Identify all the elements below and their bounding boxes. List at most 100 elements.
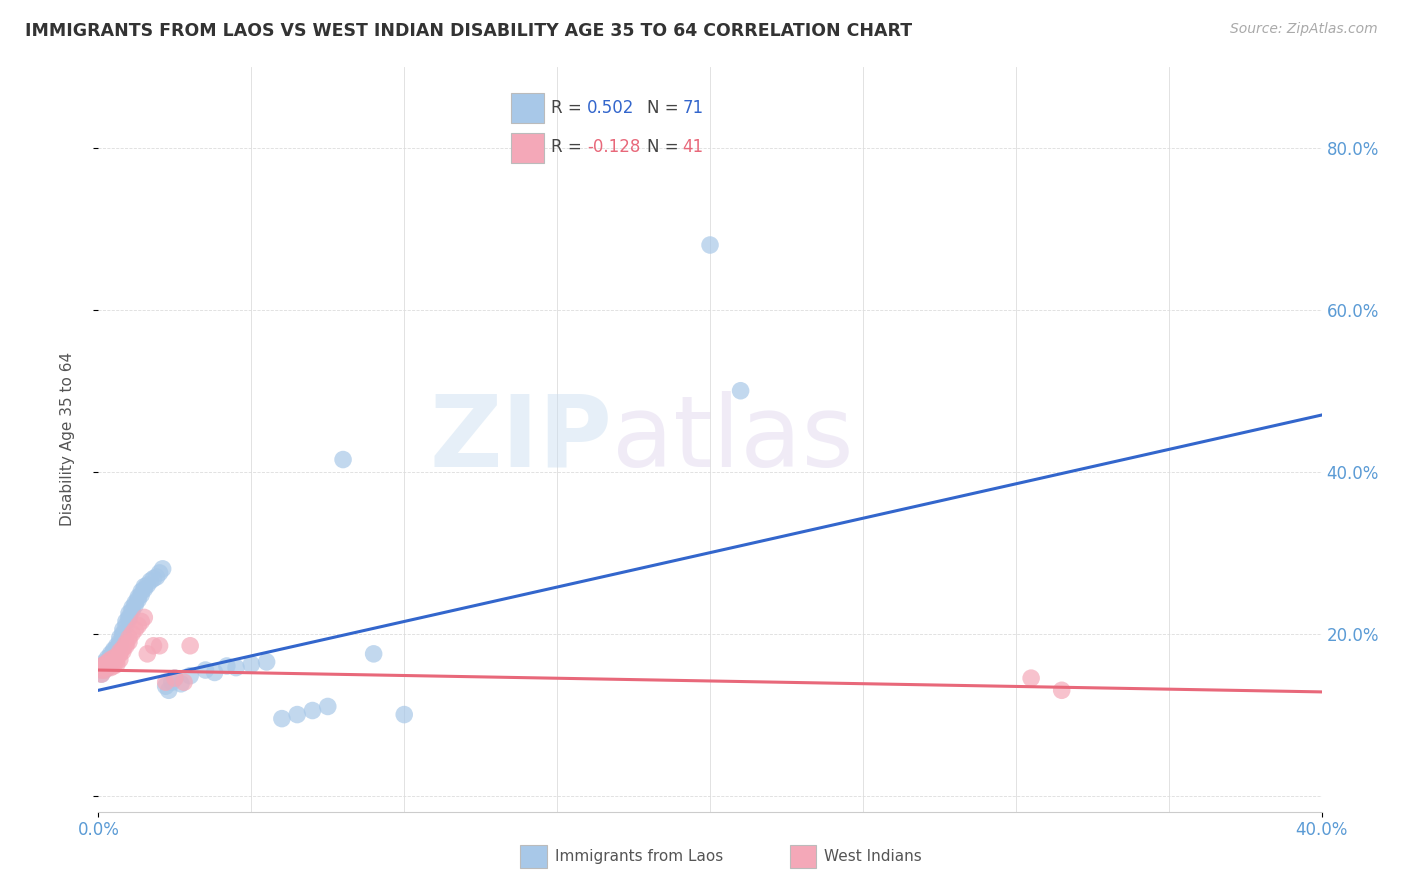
Point (121, 604, 143, 618)
Point (136, 647, 159, 661)
Point (124, 599, 146, 613)
Point (115, 615, 138, 629)
Point (111, 641, 134, 656)
Point (103, 655, 125, 669)
Point (134, 580, 156, 594)
Point (118, 607, 141, 621)
Point (699, 238, 721, 252)
Point (105, 639, 128, 653)
Point (108, 631, 131, 645)
Point (100, 649, 122, 664)
Point (97, 657, 120, 672)
Point (118, 634, 141, 648)
Point (111, 644, 134, 658)
Point (90, 663, 112, 677)
Point (108, 634, 131, 648)
Point (124, 623, 146, 637)
Point (160, 675, 183, 690)
Point (108, 639, 131, 653)
Point (103, 647, 125, 661)
Point (127, 618, 149, 632)
Point (93, 660, 115, 674)
Point (179, 639, 201, 653)
Text: West Indians: West Indians (824, 849, 921, 864)
Point (1050, 683, 1073, 698)
FancyBboxPatch shape (520, 846, 547, 868)
Point (100, 660, 122, 674)
Point (173, 675, 195, 690)
Point (363, 647, 385, 661)
Point (97, 655, 120, 669)
Point (316, 699, 339, 714)
Point (145, 570, 167, 584)
Point (105, 641, 128, 656)
Point (103, 659, 125, 673)
Point (124, 596, 146, 610)
Point (149, 639, 172, 653)
Point (285, 707, 308, 722)
Point (90, 659, 112, 673)
Point (204, 665, 226, 680)
Point (93, 655, 115, 669)
Point (97, 659, 120, 673)
Point (129, 588, 152, 602)
Point (105, 652, 128, 666)
Point (163, 671, 186, 685)
Point (93, 663, 115, 677)
Point (118, 631, 141, 645)
Point (392, 707, 416, 722)
Point (240, 657, 263, 672)
Point (270, 712, 292, 726)
Point (90, 663, 112, 677)
Point (93, 663, 115, 677)
Point (90, 667, 112, 681)
Point (136, 578, 159, 592)
Point (100, 652, 122, 666)
Point (111, 628, 134, 642)
Point (97, 660, 120, 674)
Text: Immigrants from Laos: Immigrants from Laos (555, 849, 723, 864)
Point (170, 677, 193, 691)
Point (142, 572, 165, 586)
Point (111, 623, 134, 637)
Point (155, 679, 177, 693)
Point (152, 562, 174, 576)
Point (111, 626, 134, 640)
Point (118, 610, 141, 624)
Point (139, 574, 162, 588)
Point (129, 584, 152, 599)
Point (134, 610, 156, 624)
Text: ZIP: ZIP (429, 391, 612, 488)
Point (103, 644, 125, 658)
Point (108, 647, 131, 661)
Point (157, 683, 180, 698)
Point (194, 663, 217, 677)
Point (100, 647, 122, 661)
Point (163, 671, 186, 685)
Point (103, 651, 125, 665)
Point (115, 639, 138, 653)
Point (134, 582, 156, 596)
Point (127, 590, 149, 604)
FancyBboxPatch shape (790, 846, 817, 868)
Point (97, 660, 120, 674)
Point (97, 651, 120, 665)
Point (90, 667, 112, 681)
Point (155, 675, 177, 690)
Point (121, 626, 143, 640)
Point (93, 657, 115, 672)
Point (97, 659, 120, 673)
Point (225, 660, 247, 674)
Point (127, 592, 149, 607)
Point (118, 612, 141, 626)
Point (105, 649, 128, 664)
Point (332, 452, 354, 467)
Point (105, 657, 128, 672)
Text: Source: ZipAtlas.com: Source: ZipAtlas.com (1230, 22, 1378, 37)
Text: IMMIGRANTS FROM LAOS VS WEST INDIAN DISABILITY AGE 35 TO 64 CORRELATION CHART: IMMIGRANTS FROM LAOS VS WEST INDIAN DISA… (25, 22, 912, 40)
Point (100, 655, 122, 669)
Point (129, 615, 152, 629)
Point (121, 600, 143, 615)
Point (103, 651, 125, 665)
Point (108, 644, 131, 658)
